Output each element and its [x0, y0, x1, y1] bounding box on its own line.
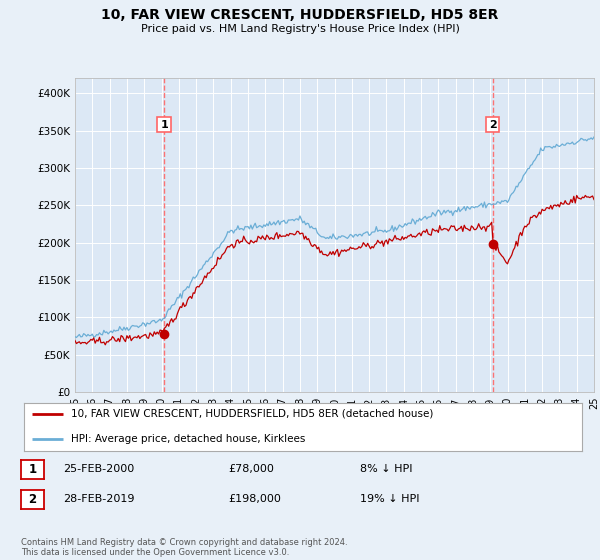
Text: 28-FEB-2019: 28-FEB-2019 — [63, 494, 134, 504]
Text: Contains HM Land Registry data © Crown copyright and database right 2024.
This d: Contains HM Land Registry data © Crown c… — [21, 538, 347, 557]
Text: 8% ↓ HPI: 8% ↓ HPI — [360, 464, 413, 474]
Text: £78,000: £78,000 — [228, 464, 274, 474]
Text: Price paid vs. HM Land Registry's House Price Index (HPI): Price paid vs. HM Land Registry's House … — [140, 24, 460, 34]
Text: 1: 1 — [160, 120, 168, 130]
Text: £198,000: £198,000 — [228, 494, 281, 504]
Text: HPI: Average price, detached house, Kirklees: HPI: Average price, detached house, Kirk… — [71, 434, 306, 444]
Text: 10, FAR VIEW CRESCENT, HUDDERSFIELD, HD5 8ER (detached house): 10, FAR VIEW CRESCENT, HUDDERSFIELD, HD5… — [71, 409, 434, 419]
Text: 2: 2 — [28, 493, 37, 506]
Text: 2: 2 — [489, 120, 497, 130]
Text: 1: 1 — [28, 463, 37, 476]
Text: 10, FAR VIEW CRESCENT, HUDDERSFIELD, HD5 8ER: 10, FAR VIEW CRESCENT, HUDDERSFIELD, HD5… — [101, 8, 499, 22]
Text: 25-FEB-2000: 25-FEB-2000 — [63, 464, 134, 474]
Text: 19% ↓ HPI: 19% ↓ HPI — [360, 494, 419, 504]
